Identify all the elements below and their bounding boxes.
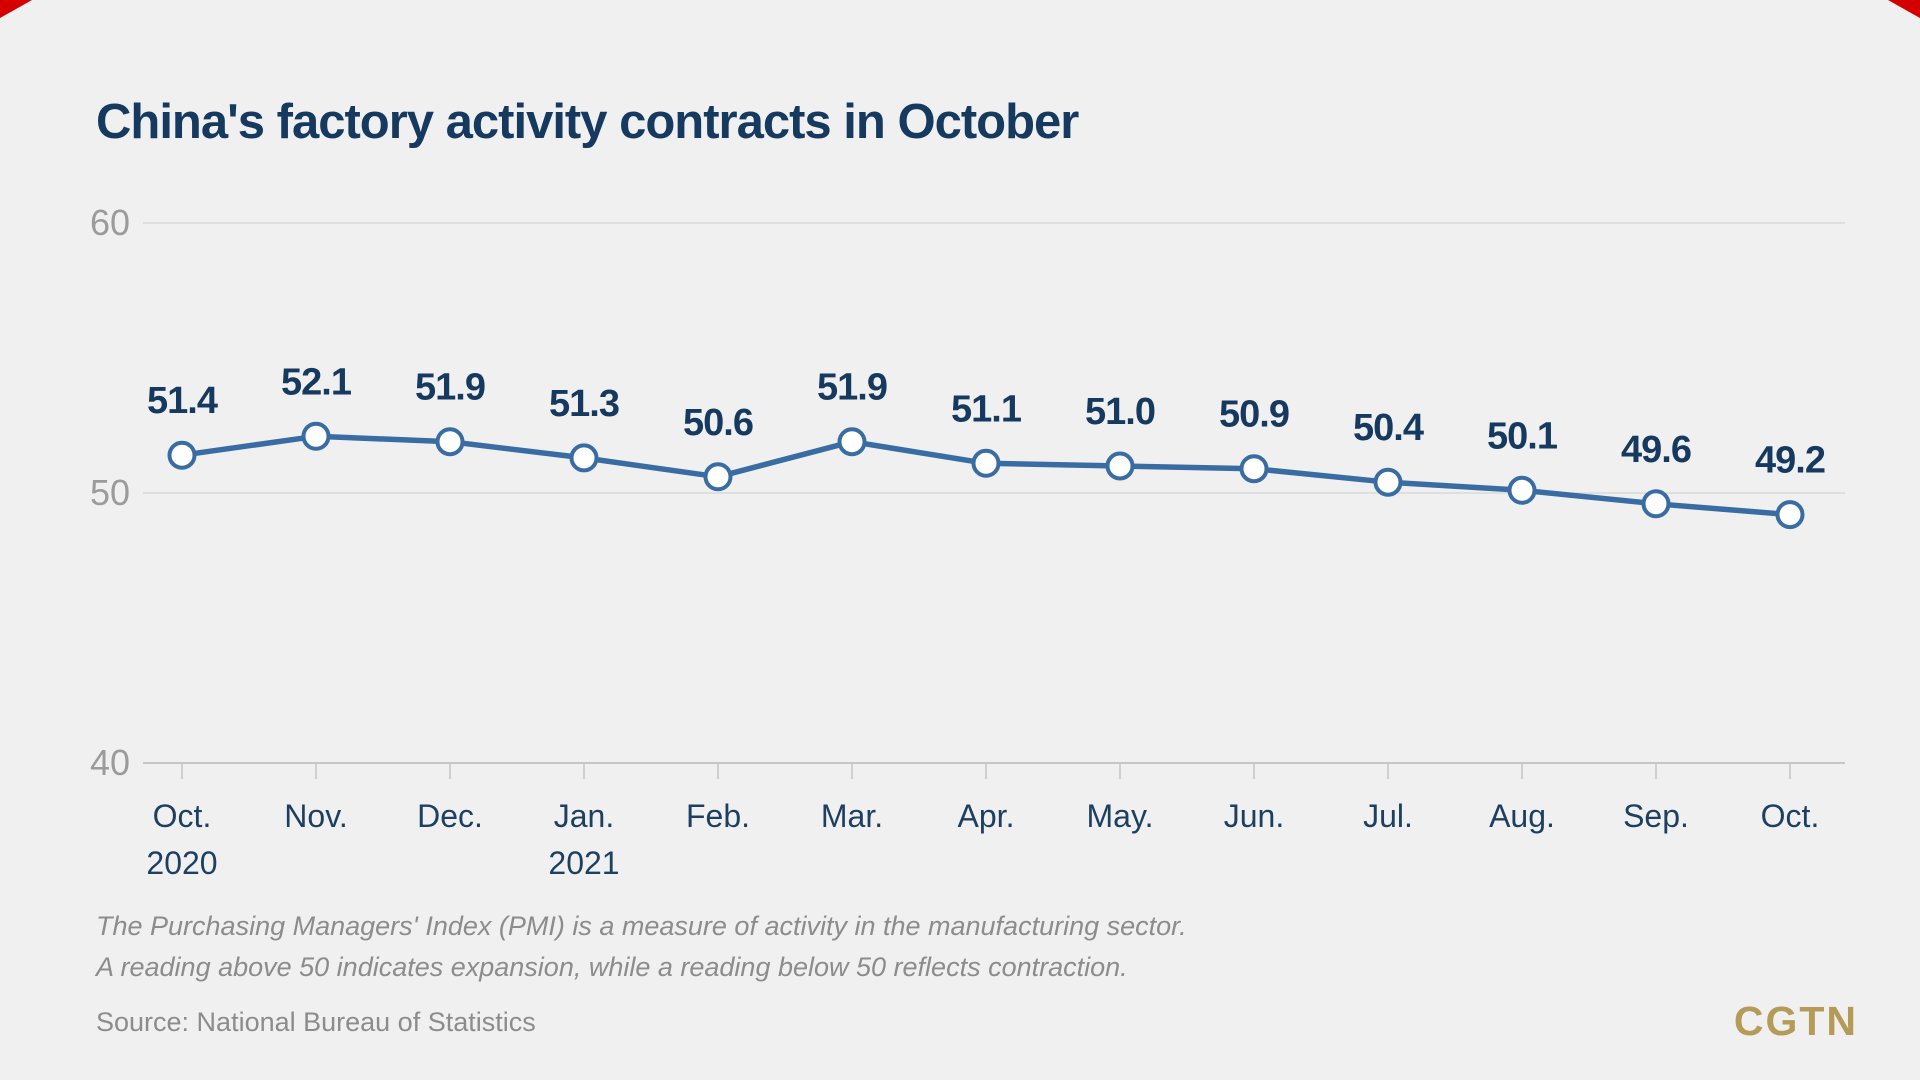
footnote: The Purchasing Managers' Index (PMI) is … [96,906,1187,988]
data-label-7: 51.0 [1085,391,1155,433]
cgtn-logo: CGTN [1733,998,1858,1044]
data-point-marker-7 [1105,451,1135,481]
year-label-2021: 2021 [548,845,619,881]
data-point-marker-6 [971,448,1001,478]
data-point-marker-11 [1641,489,1671,519]
x-tick-label-4: Feb. [686,798,750,834]
data-label-0: 51.4 [147,380,218,422]
y-tick-label-40: 40 [90,742,130,783]
data-point-marker-3 [569,443,599,473]
data-label-6: 51.1 [951,388,1022,430]
x-tick-label-1: Nov. [284,798,347,834]
data-point-marker-0 [167,440,197,470]
data-label-12: 49.2 [1755,440,1825,482]
x-tick-label-11: Sep. [1623,798,1689,834]
data-point-marker-12 [1775,500,1805,530]
footnote-line-2: A reading above 50 indicates expansion, … [96,952,1128,982]
year-label-2020: 2020 [146,845,217,881]
data-label-5: 51.9 [817,367,887,409]
chart-title: China's factory activity contracts in Oc… [96,95,1079,149]
source-credit: Source: National Bureau of Statistics [96,1007,536,1037]
data-point-marker-4 [703,462,733,492]
data-point-marker-8 [1239,454,1269,484]
data-label-11: 49.6 [1621,429,1691,471]
data-label-4: 50.6 [683,402,753,444]
data-label-1: 52.1 [281,361,352,403]
x-tick-label-0: Oct. [153,798,212,834]
data-point-marker-5 [837,427,867,457]
x-tick-label-6: Apr. [958,798,1015,834]
data-point-marker-10 [1507,475,1537,505]
footnote-line-1: The Purchasing Managers' Index (PMI) is … [96,911,1187,941]
x-tick-label-8: Jun. [1224,798,1284,834]
x-tick-label-2: Dec. [417,798,483,834]
data-point-marker-1 [301,421,331,451]
data-label-8: 50.9 [1219,394,1289,436]
y-tick-label-60: 60 [90,202,130,243]
x-tick-label-12: Oct. [1761,798,1820,834]
x-tick-label-9: Jul. [1363,798,1413,834]
data-point-marker-2 [435,427,465,457]
y-tick-label-50: 50 [90,472,130,513]
corner-accent-right [1888,0,1920,18]
x-tick-label-7: May. [1087,798,1154,834]
data-label-9: 50.4 [1353,407,1424,449]
x-tick-label-3: Jan. [554,798,614,834]
corner-accent-left [0,0,32,18]
data-label-2: 51.9 [415,367,485,409]
data-label-3: 51.3 [549,383,619,425]
x-tick-label-5: Mar. [821,798,883,834]
data-point-marker-9 [1373,467,1403,497]
x-tick-label-10: Aug. [1489,798,1555,834]
data-label-10: 50.1 [1487,415,1558,457]
